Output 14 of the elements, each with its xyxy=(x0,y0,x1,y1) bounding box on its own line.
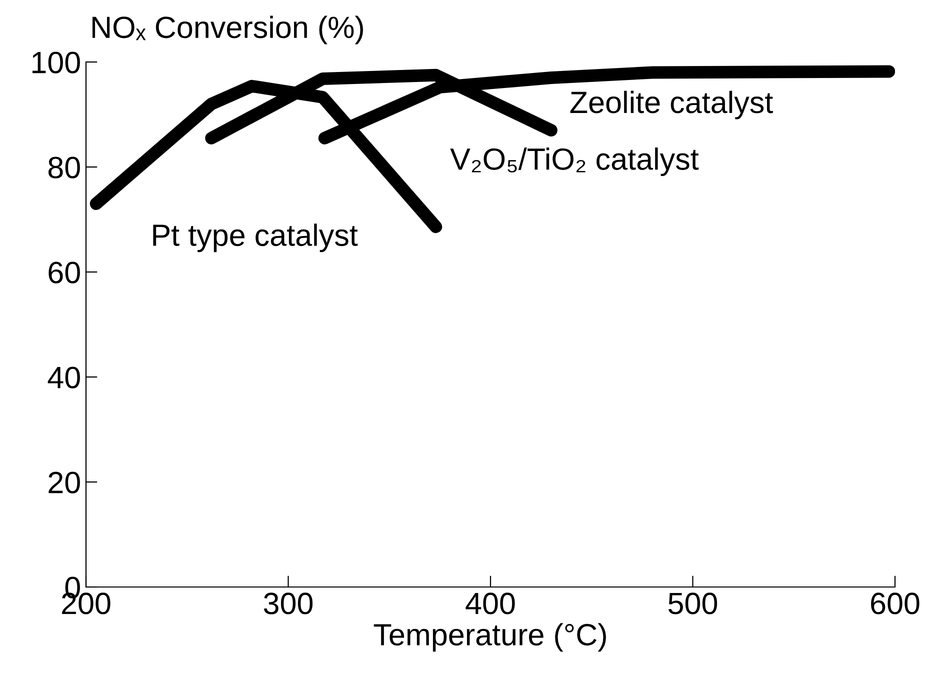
y-axis-title: NOₓ Conversion (%) xyxy=(92,16,364,44)
x-tick-label: 400 xyxy=(466,592,515,614)
y-tick-label: 60 xyxy=(48,262,80,284)
x-tick-label: 500 xyxy=(668,592,718,614)
x-tick-label: 600 xyxy=(871,592,920,614)
y-tick-label: 20 xyxy=(48,472,80,494)
annotation: Pt type catalyst xyxy=(153,224,358,252)
y-tick-label: 80 xyxy=(48,156,80,178)
annotation: V₂O₅/TiO₂ catalyst xyxy=(450,148,699,176)
annotation: Zeolite catalyst xyxy=(570,90,773,120)
y-tick-label: 100 xyxy=(32,52,80,74)
x-axis-title: Temperature (°C) xyxy=(374,623,606,652)
y-tick-label: 40 xyxy=(48,366,80,388)
x-tick-label: 300 xyxy=(264,592,313,614)
